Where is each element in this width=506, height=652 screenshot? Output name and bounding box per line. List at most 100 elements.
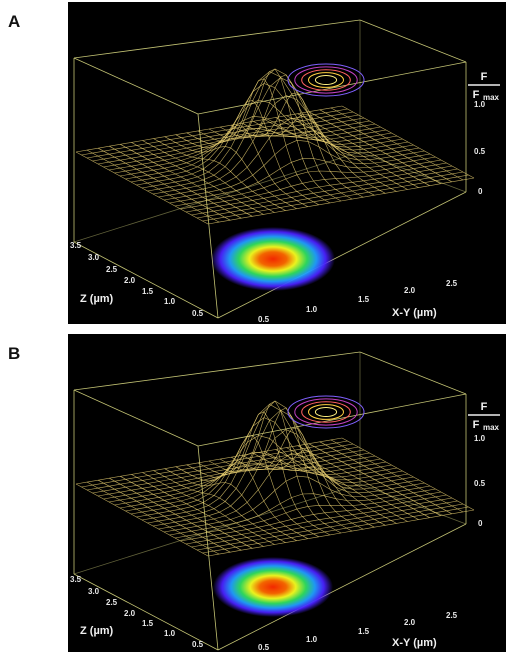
vtick-b-3: 0	[478, 519, 483, 528]
mesh-line	[131, 142, 264, 215]
ztick-a-4: 2.0	[124, 276, 136, 285]
box-edge	[197, 393, 467, 447]
mesh-line	[164, 136, 297, 209]
mesh-line	[98, 479, 231, 553]
contour-ring	[287, 395, 365, 429]
z-axis-label-b: Z (µm)	[80, 625, 114, 637]
mesh-line	[197, 411, 331, 536]
mesh-line	[297, 445, 430, 518]
ztick-a-1: 3.5	[70, 241, 82, 250]
ztick-a-3: 2.5	[106, 265, 118, 274]
mesh-line	[264, 451, 397, 524]
mesh-line	[164, 468, 297, 541]
xytick-b-2: 1.0	[306, 635, 318, 644]
mesh-line	[231, 427, 364, 530]
mesh-line	[208, 68, 342, 202]
contour-ring	[308, 72, 344, 88]
z-axis-label-a: Z (µm)	[80, 293, 114, 305]
contour-plot-b	[287, 395, 365, 429]
mesh-line	[286, 115, 419, 188]
box-edge	[73, 19, 361, 59]
box-edge	[73, 573, 219, 651]
ztick-a-5: 1.5	[142, 287, 154, 296]
panel-b: F F max 1.0 0.5 0 3.5 3.0 2.5 2.0 1.5 1.…	[68, 334, 506, 652]
panel-letter-a: A	[8, 12, 21, 31]
box-edge	[73, 389, 199, 447]
contour-ring	[301, 401, 351, 423]
intensity-surface-a	[75, 68, 475, 225]
mesh-line	[197, 78, 331, 204]
contour-ring	[294, 398, 358, 426]
panel-a: F F max 1.0 0.5 0 3.5 3.0 2.5 2.0 1.5 1.…	[68, 2, 506, 324]
mesh-line	[142, 472, 275, 545]
ratio-numerator-a: F	[481, 71, 488, 83]
mesh-line	[109, 477, 242, 551]
mesh-line	[131, 474, 264, 547]
mesh-line	[86, 481, 220, 555]
mesh-line	[341, 437, 475, 511]
box-edge	[359, 19, 467, 63]
ratio-denominator-b: F	[473, 419, 480, 431]
contour-ring	[287, 63, 365, 97]
projection-blob-a	[211, 227, 335, 291]
mesh-line	[219, 74, 353, 200]
intensity-surface-b	[75, 400, 475, 557]
ratio-subscript-a: max	[483, 93, 500, 102]
mesh-line	[175, 125, 308, 207]
contour-ring	[314, 407, 338, 417]
psf-plot-b: F F max 1.0 0.5 0 3.5 3.0 2.5 2.0 1.5 1.…	[70, 351, 500, 652]
ratio-numerator-b: F	[481, 401, 488, 413]
xytick-b-3: 1.5	[358, 627, 370, 636]
xy-axis-label-b: X-Y (µm)	[392, 637, 437, 649]
psf-plot-a: F F max 1.0 0.5 0 3.5 3.0 2.5 2.0 1.5 1.…	[70, 19, 500, 324]
xytick-b-5: 2.5	[446, 611, 458, 620]
mesh-line	[341, 105, 475, 179]
ztick-b-6: 1.0	[164, 629, 176, 638]
vtick-a-1: 1.0	[474, 100, 486, 109]
mesh-line	[86, 149, 220, 223]
mesh-line	[186, 435, 319, 538]
mesh-line	[308, 111, 441, 184]
mesh-line	[253, 121, 386, 194]
xytick-a-4: 2.0	[404, 286, 416, 295]
vtick-a-3: 0	[478, 187, 483, 196]
mesh-line	[242, 450, 375, 528]
mesh-line	[191, 168, 458, 216]
ratio-denominator-a: F	[473, 89, 480, 101]
mesh-line	[130, 417, 398, 515]
ztick-b-5: 1.5	[142, 619, 154, 628]
mesh-line	[109, 145, 242, 219]
panel-letter-b: B	[8, 344, 21, 363]
mesh-line	[153, 138, 286, 211]
ztick-b-1: 3.5	[70, 575, 82, 584]
contour-ring	[314, 75, 338, 85]
contour-ring	[308, 404, 344, 420]
mesh-line	[186, 100, 319, 206]
contour-ring	[301, 69, 351, 91]
xytick-a-1: 0.5	[258, 315, 270, 324]
vtick-b-2: 0.5	[474, 479, 486, 488]
mesh-line	[264, 119, 397, 192]
mesh-line	[92, 446, 359, 494]
mesh-line	[98, 147, 231, 221]
mesh-line	[319, 109, 452, 183]
box-edge	[73, 351, 361, 391]
mesh-line	[297, 113, 430, 186]
mesh-line	[275, 117, 408, 190]
xy-axis-label-a: X-Y (µm)	[392, 307, 437, 319]
ztick-b-4: 2.0	[124, 609, 136, 618]
mesh-line	[330, 107, 464, 181]
xytick-a-5: 2.5	[446, 279, 458, 288]
box-edge	[73, 241, 219, 319]
box-edge	[197, 61, 467, 115]
ztick-b-3: 2.5	[106, 598, 118, 607]
ztick-a-2: 3.0	[88, 253, 100, 262]
xytick-b-1: 0.5	[258, 643, 270, 652]
mesh-line	[286, 447, 419, 520]
mesh-line	[120, 144, 253, 217]
xytick-a-3: 1.5	[358, 295, 370, 304]
xytick-a-2: 1.0	[306, 305, 318, 314]
mesh-line	[153, 470, 286, 543]
mesh-line	[242, 113, 375, 196]
box-edge	[217, 191, 467, 319]
